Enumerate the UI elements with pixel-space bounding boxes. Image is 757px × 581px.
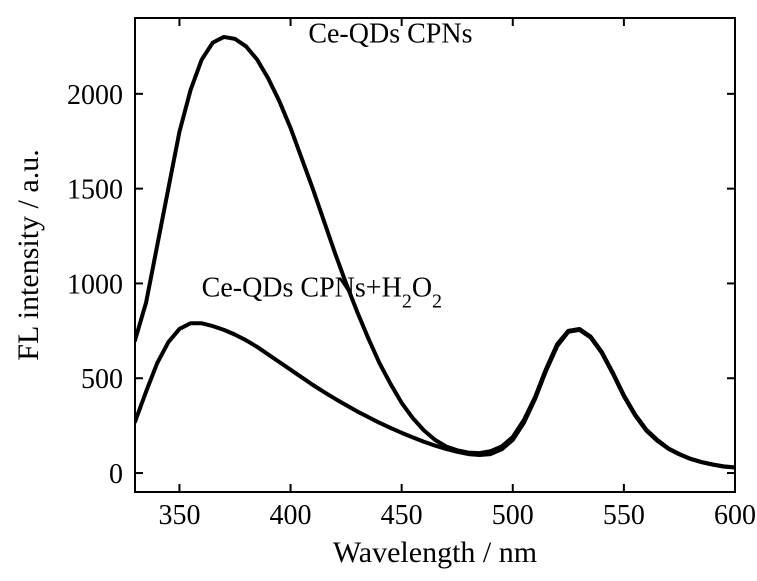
fl-spectrum-chart: 350 400 450 500 550 600 0 500 1000 1500 2000 Wavele… bbox=[0, 0, 757, 581]
x-tick-label: 600 bbox=[714, 500, 756, 531]
y-tick-label: 2000 bbox=[67, 80, 123, 111]
series-line-1 bbox=[135, 323, 735, 467]
series-annotation-1: Ce-QDs CPNs+H2O2 bbox=[202, 273, 442, 313]
x-tick-label: 500 bbox=[492, 500, 534, 531]
x-tick-label: 350 bbox=[158, 500, 200, 531]
x-axis-label: Wavelength / nm bbox=[333, 536, 537, 569]
series-line-0 bbox=[135, 37, 735, 467]
y-tick-label: 1000 bbox=[67, 269, 123, 300]
plot-border bbox=[135, 18, 735, 492]
y-tick-label: 500 bbox=[81, 364, 123, 395]
series-annotation-0: Ce-QDs CPNs bbox=[308, 19, 472, 50]
chart-svg: 350 400 450 500 550 600 0 500 1000 1500 2000 Wavele… bbox=[0, 0, 757, 581]
x-tick-label: 450 bbox=[381, 500, 423, 531]
x-tick-label: 550 bbox=[603, 500, 645, 531]
x-tick-label: 400 bbox=[270, 500, 312, 531]
y-tick-label: 0 bbox=[109, 459, 123, 490]
y-axis-label: FL intensity / a.u. bbox=[12, 149, 45, 360]
y-tick-label: 1500 bbox=[67, 175, 123, 206]
